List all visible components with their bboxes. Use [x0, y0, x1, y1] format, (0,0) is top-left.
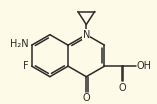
Text: F: F: [23, 61, 29, 71]
Text: OH: OH: [137, 61, 152, 71]
Text: H₂N: H₂N: [10, 39, 29, 49]
Text: O: O: [82, 93, 90, 103]
Text: N: N: [83, 30, 90, 40]
Text: O: O: [118, 83, 126, 93]
